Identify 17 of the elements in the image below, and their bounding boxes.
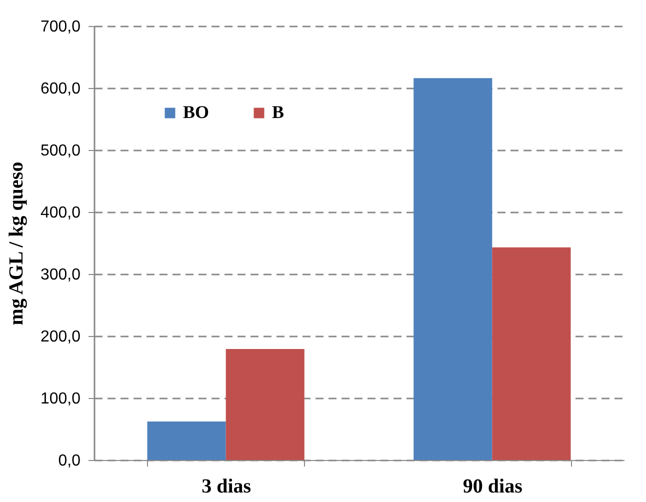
x-tick-label: 3 dias [202, 476, 252, 498]
bar [147, 422, 226, 460]
bar [226, 349, 304, 460]
y-tick-label: 300,0 [40, 266, 81, 284]
bar [414, 78, 492, 460]
y-tick-label: 700,0 [40, 18, 81, 36]
y-tick-label: 400,0 [40, 204, 81, 222]
legend-label: BO [183, 102, 210, 122]
y-tick-label: 0,0 [58, 452, 81, 470]
y-tick-label: 600,0 [40, 80, 81, 98]
legend-label: B [272, 102, 284, 122]
y-axis-title: mg AGL / kg queso [5, 162, 28, 326]
y-tick-label: 100,0 [40, 390, 81, 408]
y-tick-label: 500,0 [40, 142, 81, 160]
x-tick-label: 90 dias [462, 476, 523, 498]
y-tick-label: 200,0 [40, 328, 81, 346]
bar [492, 247, 571, 460]
